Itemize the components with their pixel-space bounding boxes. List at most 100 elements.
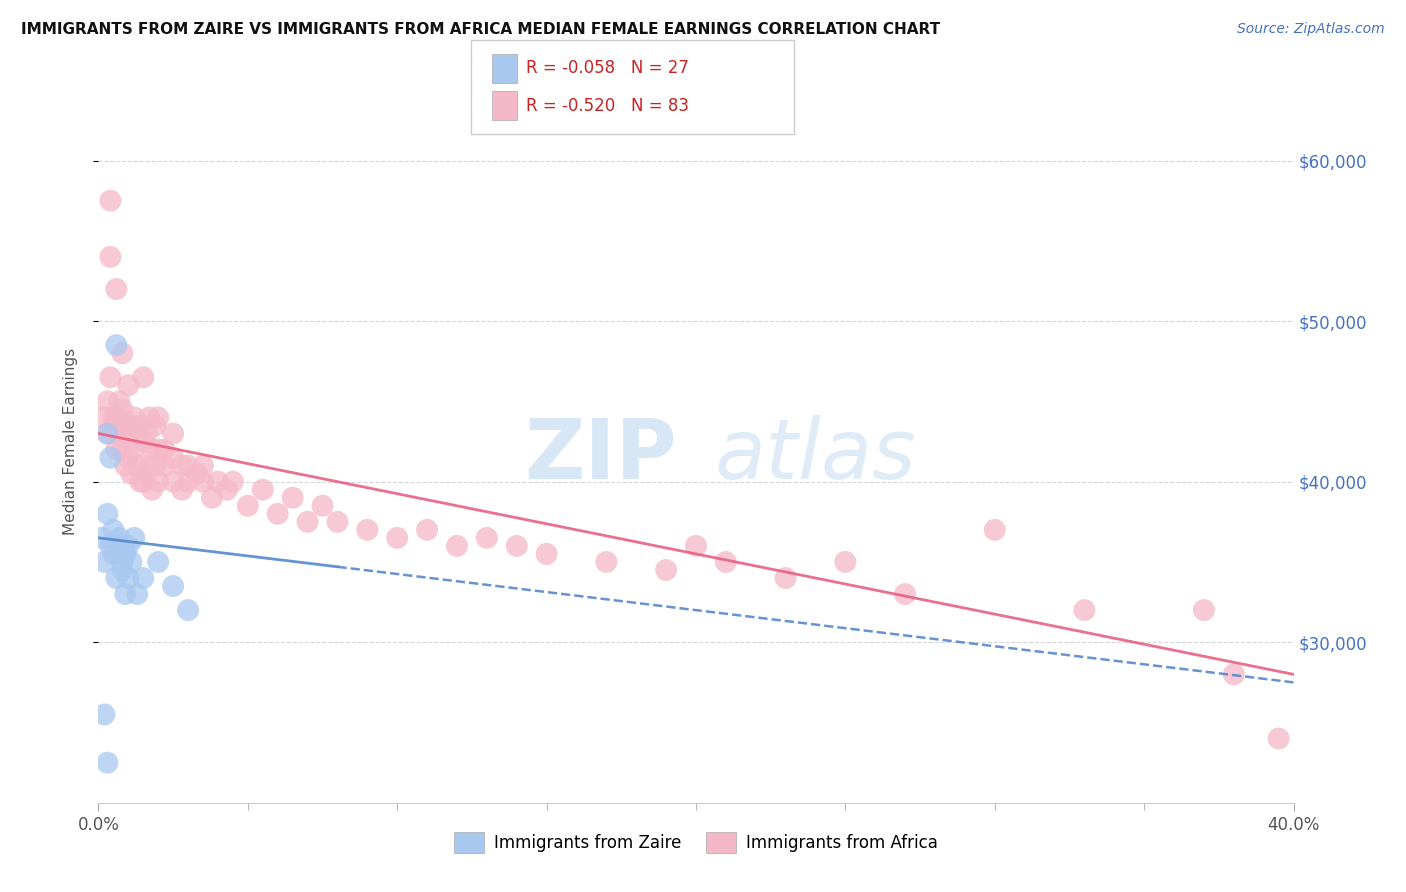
Point [138,458,160,473]
Point [114,458,136,473]
Point [124,410,146,425]
Point [129,418,152,433]
Point [141,483,163,497]
Point [1192,603,1215,617]
Point [117,450,139,465]
Point [108,531,131,545]
Point [105,571,128,585]
Point [96,394,118,409]
Text: R = -0.058   N = 27: R = -0.058 N = 27 [526,60,689,78]
Point [105,338,128,352]
Point [143,418,166,433]
Point [267,507,290,521]
Point [93,410,115,425]
Point [96,426,118,441]
Point [685,539,707,553]
Point [105,442,128,457]
Point [129,475,152,489]
Point [177,458,200,473]
Y-axis label: Median Female Earnings: Median Female Earnings [63,348,77,535]
Point [201,491,224,505]
Point [108,426,131,441]
Point [114,547,136,561]
Point [1073,603,1095,617]
Point [103,523,125,537]
Point [124,442,146,457]
Point [356,523,378,537]
Point [98,450,122,465]
Point [215,483,238,497]
Point [127,426,149,441]
Point [98,539,122,553]
Point [117,426,139,441]
Point [281,491,304,505]
Point [153,442,176,457]
Point [186,467,208,481]
Point [127,458,149,473]
Point [114,418,136,433]
Point [177,475,200,489]
Point [595,555,617,569]
Point [124,531,146,545]
Point [1267,731,1289,746]
Point [143,458,166,473]
Point [191,458,214,473]
Point [90,531,112,545]
Legend: Immigrants from Zaire, Immigrants from Africa: Immigrants from Zaire, Immigrants from A… [447,826,945,860]
Point [117,539,139,553]
Point [236,499,259,513]
Text: ZIP: ZIP [524,416,676,497]
Point [446,539,468,553]
Point [222,475,245,489]
Point [177,603,200,617]
Point [93,707,115,722]
Point [714,555,737,569]
Point [108,394,131,409]
Point [96,426,118,441]
Point [98,250,122,264]
Point [138,410,160,425]
Point [252,483,274,497]
Point [108,539,131,553]
Point [655,563,678,577]
Point [162,475,184,489]
Point [894,587,917,601]
Point [103,418,125,433]
Point [98,194,122,208]
Point [132,571,155,585]
Point [506,539,529,553]
Point [984,523,1007,537]
Point [148,555,170,569]
Point [834,555,856,569]
Point [111,346,134,360]
Point [162,450,184,465]
Point [297,515,319,529]
Point [120,555,142,569]
Point [207,475,229,489]
Point [536,547,558,561]
Point [111,442,134,457]
Point [135,467,157,481]
Point [191,475,214,489]
Point [162,426,184,441]
Point [111,402,134,417]
Point [148,442,170,457]
Point [1223,667,1246,681]
Text: Source: ZipAtlas.com: Source: ZipAtlas.com [1237,22,1385,37]
Point [135,426,157,441]
Point [105,410,128,425]
Point [172,483,194,497]
Point [98,370,122,384]
Text: atlas: atlas [714,416,917,497]
Point [326,515,349,529]
Point [111,555,134,569]
Text: R = -0.520   N = 83: R = -0.520 N = 83 [526,96,689,114]
Point [117,571,139,585]
Point [132,370,155,384]
Text: IMMIGRANTS FROM ZAIRE VS IMMIGRANTS FROM AFRICA MEDIAN FEMALE EARNINGS CORRELATI: IMMIGRANTS FROM ZAIRE VS IMMIGRANTS FROM… [21,22,941,37]
Point [132,434,155,449]
Point [162,579,184,593]
Point [475,531,498,545]
Point [132,475,155,489]
Point [775,571,797,585]
